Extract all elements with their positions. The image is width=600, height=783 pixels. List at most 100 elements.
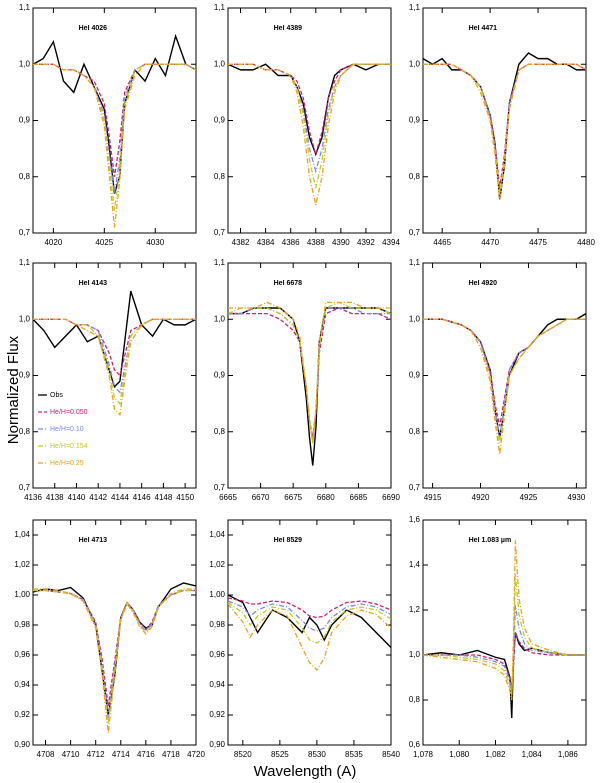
panel-title: HeI 8529 — [274, 537, 303, 544]
spectrum-line — [228, 597, 391, 619]
y-tick-label: 1,04 — [209, 530, 225, 539]
y-tick-label: 0,94 — [14, 680, 30, 689]
spectrum-line — [423, 318, 586, 444]
panel-title: HeI 4026 — [79, 25, 108, 32]
spectrum-line — [423, 605, 586, 692]
y-tick-label: 0,9 — [19, 371, 31, 380]
x-tick-label: 4144 — [111, 493, 129, 502]
spectrum-line — [423, 63, 586, 194]
y-tick-label: 0,98 — [14, 620, 30, 629]
x-tick-label: 4142 — [89, 493, 107, 502]
spectrum-line — [33, 318, 196, 417]
x-tick-label: 8525 — [271, 750, 289, 759]
y-tick-label: 0,8 — [19, 427, 31, 436]
x-tick-label: 4475 — [529, 238, 547, 247]
x-tick-label: 4716 — [137, 750, 155, 759]
y-tick-label: 1,6 — [409, 515, 421, 524]
x-tick-label: 4394 — [382, 238, 400, 247]
x-tick-label: 8540 — [382, 750, 400, 759]
legend-label: He/H=0.154 — [50, 443, 88, 450]
panel-title: HeI 4143 — [79, 280, 108, 287]
y-tick-label: 1,2 — [409, 605, 421, 614]
spectrum-line — [33, 63, 196, 177]
y-tick-label: 0,9 — [214, 116, 226, 125]
x-tick-label: 8535 — [345, 750, 363, 759]
spectrum-line — [228, 601, 391, 644]
x-axis-label: Wavelength (A) — [254, 763, 357, 780]
spectrum-line — [423, 318, 586, 455]
y-tick-label: 0,7 — [409, 483, 421, 492]
x-tick-label: 8530 — [308, 750, 326, 759]
spectrum-line — [33, 582, 196, 716]
x-tick-label: 4915 — [424, 493, 442, 502]
y-tick-label: 1,0 — [19, 314, 31, 323]
spectrum-line — [228, 600, 391, 632]
x-tick-label: 1,082 — [485, 750, 506, 759]
x-tick-label: 4138 — [46, 493, 64, 502]
x-tick-label: 1,078 — [413, 750, 434, 759]
x-tick-label: 4386 — [282, 238, 300, 247]
y-tick-label: 0,9 — [409, 116, 421, 125]
x-tick-label: 4020 — [44, 238, 62, 247]
x-tick-label: 4930 — [568, 493, 586, 502]
spectrum-line — [33, 33, 196, 194]
spectrum-line — [228, 63, 391, 157]
y-tick-label: 0,96 — [14, 650, 30, 659]
x-tick-label: 4140 — [68, 493, 86, 502]
plot-frame — [227, 262, 392, 489]
y-tick-label: 0,92 — [14, 710, 30, 719]
y-tick-label: 0,7 — [214, 483, 226, 492]
x-tick-label: 6690 — [382, 493, 400, 502]
y-tick-label: 0,90 — [209, 740, 225, 749]
x-tick-label: 1,086 — [558, 750, 579, 759]
x-tick-label: 4136 — [24, 493, 42, 502]
plot-frame — [422, 7, 587, 234]
spectrum-line — [423, 540, 586, 701]
y-tick-label: 1,0 — [214, 59, 226, 68]
spectrum-line — [228, 63, 391, 206]
x-tick-label: 4384 — [257, 238, 275, 247]
x-tick-label: 4920 — [472, 493, 490, 502]
spectrum-line — [228, 594, 391, 648]
y-tick-label: 1,00 — [209, 590, 225, 599]
spectrum-line — [33, 589, 196, 719]
x-tick-label: 4714 — [112, 750, 130, 759]
x-tick-label: 4718 — [162, 750, 180, 759]
y-tick-label: 0,9 — [19, 116, 31, 125]
spectrum-line — [228, 603, 391, 672]
y-tick-label: 1,1 — [19, 3, 31, 12]
plot-frame — [422, 262, 587, 489]
y-tick-label: 1,4 — [409, 560, 421, 569]
spectrum-line — [33, 589, 196, 707]
y-tick-label: 1,02 — [14, 560, 30, 569]
x-tick-label: 6685 — [350, 493, 368, 502]
x-tick-label: 4150 — [176, 493, 194, 502]
y-tick-label: 0,7 — [409, 228, 421, 237]
y-tick-label: 1,1 — [214, 3, 226, 12]
panel-title: HeI 4471 — [469, 25, 498, 32]
spectrum-line — [33, 318, 196, 377]
spectrum-line — [423, 52, 586, 200]
spectrum-line — [33, 318, 196, 394]
panel-title: HeI 6678 — [274, 280, 303, 287]
x-tick-label: 4925 — [520, 493, 538, 502]
y-tick-label: 0,7 — [19, 483, 31, 492]
x-tick-label: 4030 — [146, 238, 164, 247]
x-tick-label: 6670 — [252, 493, 270, 502]
plot-frame — [227, 7, 392, 234]
y-tick-label: 1,02 — [209, 560, 225, 569]
spectrum-line — [228, 307, 391, 466]
spectrum-line — [228, 63, 391, 189]
y-tick-label: 0,8 — [214, 427, 226, 436]
spectrum-line — [33, 589, 196, 725]
spectrum-line — [33, 290, 196, 389]
y-tick-label: 1,0 — [19, 59, 31, 68]
x-tick-label: 4708 — [37, 750, 55, 759]
y-tick-label: 1,1 — [19, 258, 31, 267]
plot-frame — [32, 519, 197, 746]
x-tick-label: 4025 — [95, 238, 113, 247]
y-tick-label: 0,7 — [214, 228, 226, 237]
plot-frame — [32, 7, 197, 234]
legend-label: He/H=0.10 — [50, 426, 84, 433]
